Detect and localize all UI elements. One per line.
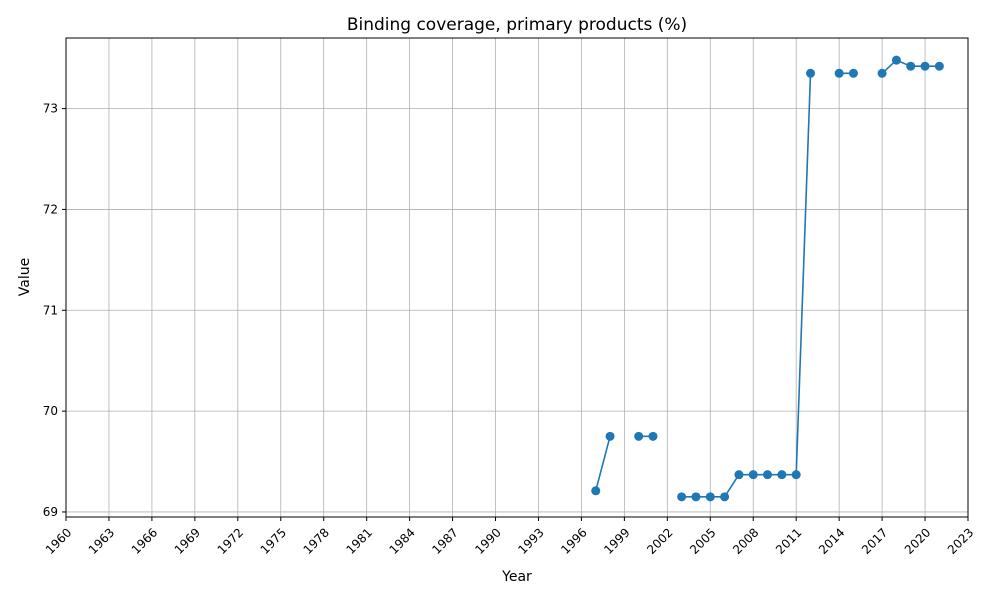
data-point [806,68,816,78]
data-point [920,61,930,71]
x-tick-label: 2017 [859,525,890,556]
x-tick-label: 1987 [429,525,460,556]
x-tick-label: 1972 [215,525,246,556]
data-point [591,486,601,496]
x-tick-label: 1963 [86,525,117,556]
series-line-segment [681,73,812,498]
x-tick-label: 2011 [773,525,804,556]
data-point [734,470,744,480]
x-tick-label: 2023 [945,525,976,556]
x-tick-label: 2005 [687,525,718,556]
series-layer [591,55,944,502]
x-tick-label: 1978 [301,525,332,556]
x-axis-label: Year [501,569,532,585]
data-point [848,68,858,78]
x-tick-label: 1966 [129,525,160,556]
x-tick-label: 1984 [386,525,417,556]
data-point [834,68,844,78]
x-tick-label: 1990 [472,525,503,556]
data-point [605,431,615,441]
data-point [777,470,787,480]
plot-frame [65,37,969,518]
x-tick-label: 1975 [258,525,289,556]
data-point [634,431,644,441]
x-tick-label: 2014 [816,525,847,556]
x-tick-label: 2020 [902,525,933,556]
data-point [791,470,801,480]
data-point [891,55,901,65]
data-point [748,470,758,480]
y-tick-label: 70 [43,404,58,418]
x-tick-label: 2008 [730,525,761,556]
series-line-segment [594,436,611,491]
y-tick-label: 71 [43,303,58,317]
data-point [934,61,944,71]
axis-ticks: 1960 1963 1966 1969 1972 1975 1978 1981 1984 1987… [43,102,977,557]
y-tick-label: 72 [43,202,58,216]
data-point [691,492,701,502]
x-tick-label: 1996 [558,525,589,556]
x-tick-label: 1969 [172,525,203,556]
x-tick-label: 1981 [344,525,375,556]
y-tick-label: 73 [43,102,58,116]
data-point [677,492,687,502]
x-tick-label: 1993 [515,525,546,556]
chart-title: Binding coverage, primary products (%) [347,15,687,35]
data-point [906,61,916,71]
y-axis-label: Value [17,258,33,296]
data-point [720,492,730,502]
y-tick-label: 69 [43,505,58,519]
grid-lines [65,38,969,517]
data-point [763,470,773,480]
data-point [877,68,887,78]
data-point [648,431,658,441]
x-tick-label: 1999 [601,525,632,556]
x-tick-label: 1960 [43,525,74,556]
x-tick-label: 2002 [644,525,675,556]
data-point [705,492,715,502]
